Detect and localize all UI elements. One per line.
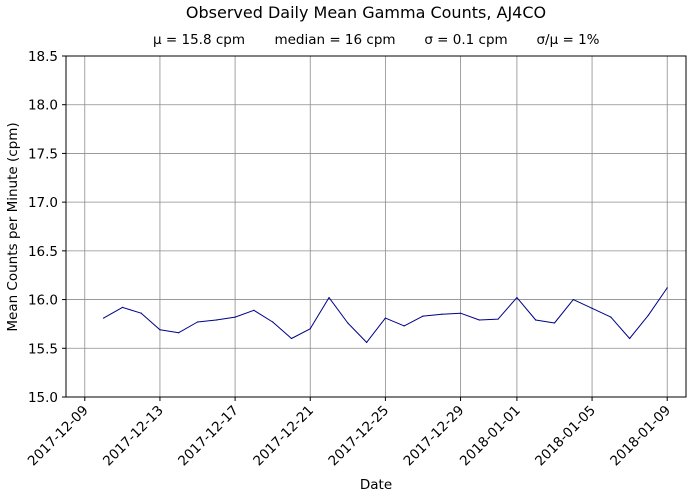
data-point: [347, 322, 349, 324]
data-point: [121, 306, 123, 308]
data-point: [591, 307, 593, 309]
data-point: [178, 332, 180, 334]
plot-frame: [65, 55, 687, 398]
y-tick-label: 15.5: [28, 341, 58, 357]
stat-mean: μ = 15.8 cpm: [153, 32, 245, 48]
data-point: [422, 315, 424, 317]
data-point: [478, 319, 480, 321]
data-point: [253, 309, 255, 311]
chart-title: Observed Daily Mean Gamma Counts, AJ4CO: [186, 3, 546, 22]
y-tick-label: 16.0: [28, 293, 58, 309]
y-tick-label: 16.5: [28, 244, 58, 260]
grid: [66, 55, 686, 398]
x-tick-label: 2017-12-21: [250, 403, 317, 470]
data-point: [497, 318, 499, 320]
x-tick-label: 2018-01-05: [532, 403, 599, 470]
x-tick-label: 2017-12-09: [25, 403, 92, 470]
y-tick-label: 17.5: [28, 146, 58, 162]
y-tick-label: 17.0: [28, 195, 58, 211]
data-point: [666, 287, 668, 289]
data-point: [159, 329, 161, 331]
data-point: [610, 316, 612, 318]
stat-sigma: σ = 0.1 cpm: [424, 32, 507, 48]
y-tick-label: 18.0: [28, 98, 58, 114]
data-point: [309, 328, 311, 330]
data-point: [572, 298, 574, 301]
data-point: [234, 316, 236, 318]
x-tick-label: 2017-12-25: [325, 403, 392, 470]
y-axis-label: Mean Counts per Minute (cpm): [5, 122, 21, 331]
data-point: [384, 317, 386, 319]
data-point: [290, 337, 293, 340]
data-point: [553, 322, 556, 324]
data-point: [647, 314, 650, 316]
x-tick-label: 2018-01-01: [457, 403, 524, 470]
data-point: [215, 319, 217, 321]
y-tick-label: 15.0: [28, 390, 58, 406]
x-axis: 2017-12-09 2017-12-13 2017-12-17 2017-12-21…: [25, 397, 674, 469]
data-point: [272, 321, 274, 323]
y-tick-label: 18.5: [28, 49, 58, 65]
data-point: [366, 341, 368, 344]
data-point: [140, 312, 142, 314]
data-point: [328, 297, 330, 299]
data-point: [535, 319, 537, 321]
x-tick-label: 2017-12-13: [100, 403, 167, 470]
data-point: [516, 297, 518, 299]
stat-median: median = 16 cpm: [274, 32, 395, 48]
data-point: [102, 317, 105, 319]
x-tick-label: 2018-01-09: [607, 403, 674, 470]
stat-ratio: σ/μ = 1%: [536, 32, 599, 48]
data-point: [403, 325, 405, 327]
data-point: [196, 321, 199, 323]
data-point: [459, 312, 462, 314]
x-tick-label: 2017-12-17: [175, 403, 242, 470]
y-axis: 15.0 15.5 16.0 16.5 17.0 17.5 18.0 18.5: [28, 49, 66, 406]
data-point: [441, 313, 443, 315]
data-point: [629, 337, 631, 340]
series-group: [102, 287, 668, 344]
x-axis-label: Date: [360, 477, 392, 493]
